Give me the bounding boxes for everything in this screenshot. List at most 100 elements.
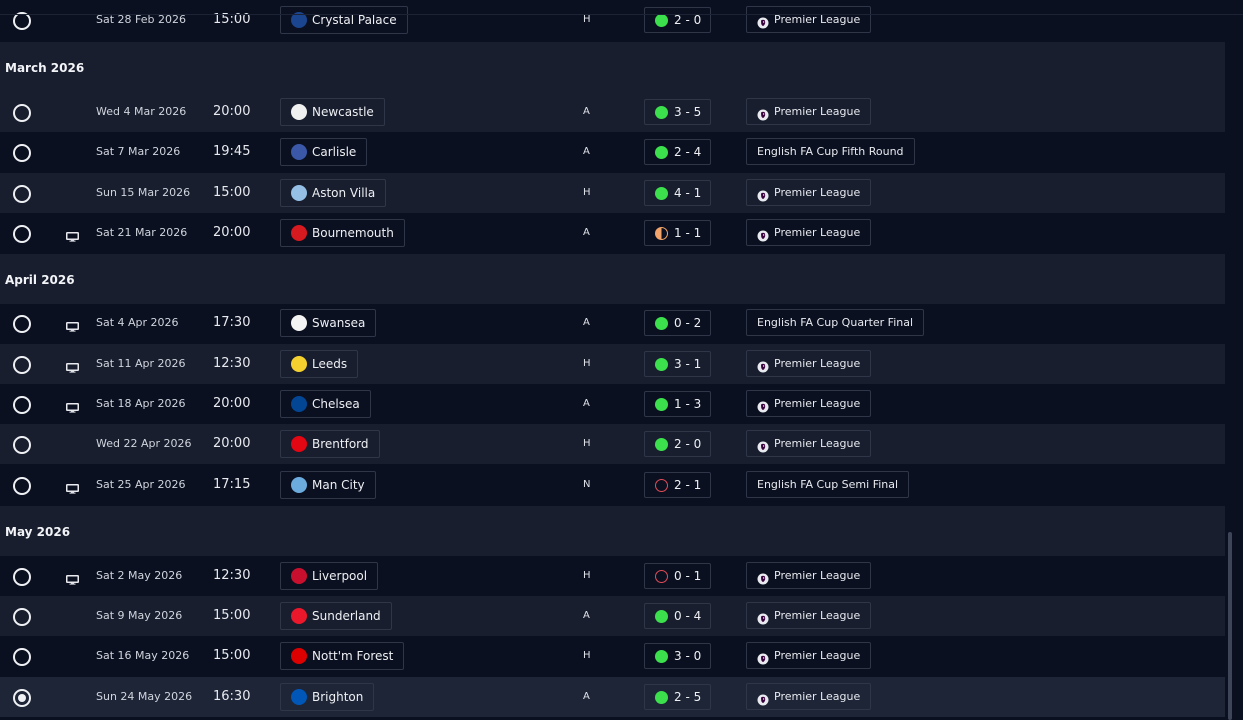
fixture-row[interactable]: Sun 24 May 2026 16:30 Brighton A 2 - 5 Premie… bbox=[0, 677, 1225, 717]
result-button[interactable]: 3 - 5 bbox=[644, 99, 711, 125]
opponent-button[interactable]: Brighton bbox=[280, 683, 375, 711]
fixture-row[interactable]: Sat 16 May 2026 15:00 Nott'm Forest H 3 - 0 P… bbox=[0, 636, 1225, 676]
select-radio[interactable] bbox=[13, 315, 31, 333]
competition-button[interactable]: Premier League bbox=[746, 390, 872, 417]
result-win-icon bbox=[655, 13, 668, 27]
select-radio[interactable] bbox=[13, 608, 31, 626]
result-button[interactable]: 1 - 1 bbox=[644, 220, 711, 246]
match-score: 2 - 0 bbox=[674, 13, 702, 27]
select-radio[interactable] bbox=[13, 225, 31, 243]
competition-button[interactable]: Premier League bbox=[746, 350, 872, 377]
tv-icon bbox=[66, 570, 79, 585]
competition-button[interactable]: Premier League bbox=[746, 6, 872, 33]
fixture-row[interactable]: Sat 18 Apr 2026 20:00 Chelsea A 1 - 3 Premier… bbox=[0, 384, 1225, 424]
result-loss-icon bbox=[655, 478, 668, 492]
opponent-name: Leeds bbox=[312, 357, 348, 371]
opponent-button[interactable]: Carlisle bbox=[280, 138, 368, 166]
scrollbar-thumb[interactable] bbox=[1228, 532, 1232, 720]
select-radio[interactable] bbox=[13, 12, 31, 30]
fixture-time: 12:30 bbox=[213, 356, 251, 371]
select-radio[interactable] bbox=[13, 648, 31, 666]
select-radio[interactable] bbox=[13, 185, 31, 203]
select-radio[interactable] bbox=[13, 477, 31, 495]
opponent-button[interactable]: Bournemouth bbox=[280, 219, 405, 247]
competition-button[interactable]: Premier League bbox=[746, 642, 872, 669]
result-win-icon bbox=[655, 649, 668, 663]
fixture-row[interactable]: Wed 22 Apr 2026 20:00 Brentford H 2 - 0 Premi… bbox=[0, 424, 1225, 464]
fixture-row[interactable]: Wed 4 Mar 2026 20:00 Newcastle A 3 - 5 Premie… bbox=[0, 92, 1225, 132]
match-score: 2 - 0 bbox=[674, 437, 702, 451]
result-button[interactable]: 1 - 3 bbox=[644, 391, 711, 417]
fixture-row[interactable]: Sat 9 May 2026 15:00 Sunderland A 0 - 4 Premi… bbox=[0, 596, 1225, 636]
result-button[interactable]: 4 - 1 bbox=[644, 180, 711, 206]
opponent-button[interactable]: Newcastle bbox=[280, 98, 385, 126]
competition-button[interactable]: Premier League bbox=[746, 562, 872, 589]
select-radio[interactable] bbox=[13, 356, 31, 374]
competition-button[interactable]: English FA Cup Fifth Round bbox=[746, 138, 915, 165]
header-divider bbox=[0, 14, 1243, 15]
fixture-row[interactable]: Sat 4 Apr 2026 17:30 Swansea A 0 - 2 English … bbox=[0, 303, 1225, 343]
premier-league-lion-icon bbox=[757, 438, 769, 452]
tv-icon bbox=[66, 479, 79, 494]
select-radio[interactable] bbox=[13, 104, 31, 122]
competition-button[interactable]: English FA Cup Semi Final bbox=[746, 471, 910, 498]
competition-name: Premier League bbox=[774, 13, 861, 26]
result-win-icon bbox=[655, 105, 668, 119]
match-score: 0 - 1 bbox=[674, 569, 702, 583]
tv-icon bbox=[66, 358, 79, 373]
result-button[interactable]: 3 - 1 bbox=[644, 351, 711, 377]
opponent-button[interactable]: Swansea bbox=[280, 309, 377, 337]
select-radio[interactable] bbox=[13, 568, 31, 586]
competition-button[interactable]: Premier League bbox=[746, 98, 872, 125]
opponent-button[interactable]: Chelsea bbox=[280, 390, 371, 418]
fixture-row[interactable]: Sat 7 Mar 2026 19:45 Carlisle A 2 - 4 English… bbox=[0, 132, 1225, 172]
result-button[interactable]: 2 - 1 bbox=[644, 472, 711, 498]
result-win-icon bbox=[655, 186, 668, 200]
opponent-button[interactable]: Man City bbox=[280, 471, 376, 499]
fixture-row[interactable]: Sat 2 May 2026 12:30 Liverpool H 0 - 1 Premie… bbox=[0, 556, 1225, 596]
opponent-name: Liverpool bbox=[312, 569, 368, 583]
opponent-button[interactable]: Brentford bbox=[280, 430, 380, 458]
result-button[interactable]: 2 - 5 bbox=[644, 684, 711, 710]
result-button[interactable]: 2 - 4 bbox=[644, 139, 711, 165]
select-radio[interactable] bbox=[13, 436, 31, 454]
opponent-button[interactable]: Liverpool bbox=[280, 562, 379, 590]
match-score: 2 - 5 bbox=[674, 690, 702, 704]
competition-button[interactable]: Premier League bbox=[746, 430, 872, 457]
opponent-button[interactable]: Crystal Palace bbox=[280, 6, 408, 34]
result-button[interactable]: 2 - 0 bbox=[644, 7, 711, 33]
result-button[interactable]: 2 - 0 bbox=[644, 431, 711, 457]
opponent-button[interactable]: Nott'm Forest bbox=[280, 642, 405, 670]
fixture-row[interactable]: Sat 25 Apr 2026 17:15 Man City N 2 - 1 Englis… bbox=[0, 465, 1225, 505]
premier-league-lion-icon bbox=[757, 14, 769, 28]
opponent-button[interactable]: Aston Villa bbox=[280, 179, 387, 207]
newcastle-crest bbox=[291, 104, 307, 120]
fixture-row[interactable]: Sat 21 Mar 2026 20:00 Bournemouth A 1 - 1 Pre… bbox=[0, 213, 1225, 253]
result-button[interactable]: 0 - 1 bbox=[644, 563, 711, 589]
competition-button[interactable]: Premier League bbox=[746, 179, 872, 206]
venue-code: A bbox=[583, 317, 590, 328]
fixture-time: 15:00 bbox=[213, 608, 251, 623]
result-button[interactable]: 3 - 0 bbox=[644, 643, 711, 669]
select-radio[interactable] bbox=[13, 689, 31, 707]
bournemouth-crest bbox=[291, 225, 307, 241]
fixture-row[interactable]: Sat 28 Feb 2026 15:00 Crystal Palace H 2 - 0… bbox=[0, 0, 1225, 40]
opponent-button[interactable]: Leeds bbox=[280, 350, 359, 378]
fixture-row[interactable]: Sun 15 Mar 2026 15:00 Aston Villa H 4 - 1 Pre… bbox=[0, 173, 1225, 213]
venue-code: A bbox=[583, 227, 590, 238]
venue-code: H bbox=[583, 438, 591, 449]
fixture-time: 20:00 bbox=[213, 436, 251, 451]
result-button[interactable]: 0 - 4 bbox=[644, 603, 711, 629]
competition-button[interactable]: Premier League bbox=[746, 219, 872, 246]
match-score: 2 - 1 bbox=[674, 478, 702, 492]
competition-button[interactable]: English FA Cup Quarter Final bbox=[746, 309, 925, 336]
competition-button[interactable]: Premier League bbox=[746, 683, 872, 710]
premier-league-lion-icon bbox=[757, 187, 769, 201]
select-radio[interactable] bbox=[13, 144, 31, 162]
opponent-button[interactable]: Sunderland bbox=[280, 602, 392, 630]
result-button[interactable]: 0 - 2 bbox=[644, 310, 711, 336]
fixture-row[interactable]: Sat 11 Apr 2026 12:30 Leeds H 3 - 1 Premier L… bbox=[0, 344, 1225, 384]
select-radio[interactable] bbox=[13, 396, 31, 414]
competition-button[interactable]: Premier League bbox=[746, 602, 872, 629]
fixture-time: 20:00 bbox=[213, 225, 251, 240]
